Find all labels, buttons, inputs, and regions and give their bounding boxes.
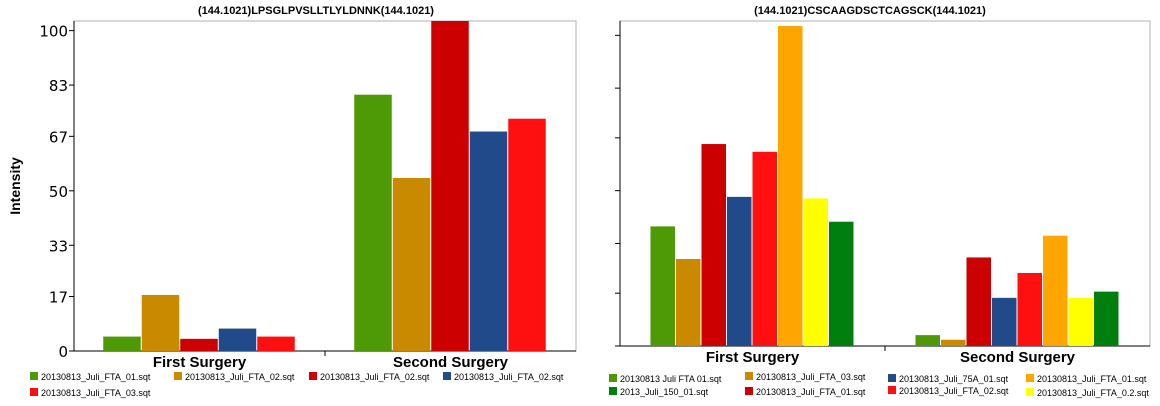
left-legend: 20130813_Juli_FTA_01.sqt 20130813_Juli_FT… [30,372,564,398]
right-bar-first-surgery-s7 [829,221,854,346]
right-category-label: Second Surgery [960,349,1076,366]
right-bar-first-surgery-s5 [778,26,803,346]
right-bar-first-surgery-s6 [803,198,828,346]
left-tick-label: 83 [49,77,68,95]
left-chart: (144.1021)LPSGLPVSLLTLYLDNNK(144.1021) I… [7,5,577,371]
left-legend-swatch [443,372,451,380]
left-legend-label: 20130813_Juli_FTA_02.sqt [454,372,564,382]
left-category-label: Second Surgery [393,354,509,371]
left-legend-label: 20130813_Juli_FTA_02.sqt [185,372,295,382]
right-bar-first-surgery-s3 [727,196,752,346]
right-legend-label: 2013_Juli_150_01.sqt [620,387,709,397]
right-legend-swatch [888,386,896,394]
left-chart-title: (144.1021)LPSGLPVSLLTLYLDNNK(144.1021) [198,5,434,17]
right-legend: 20130813 Juli FTA 01.sqt 20130813_Juli_FT… [609,372,1149,398]
right-legend-label: 20130813_Juli_FTA_03.sqt [756,372,866,382]
left-legend-swatch [30,372,38,380]
right-bar-first-surgery-s0 [650,226,675,346]
right-bar-first-surgery-s4 [752,151,777,346]
left-bar-second-surgery-s1 [392,177,431,351]
right-legend-label: 20130813_Juli_75A_01.sqt [899,374,1009,384]
left-tick-label: 100 [39,23,68,41]
left-bar-second-surgery-s0 [354,94,392,351]
right-legend-swatch [609,387,617,395]
left-bar-first-surgery-s4 [257,336,295,351]
left-legend-label: 20130813_Juli_FTA_02.sqt [320,372,430,382]
right-legend-swatch [609,374,617,382]
right-bar-first-surgery-s1 [676,259,701,346]
left-legend-swatch [309,372,317,380]
right-chart-title: (144.1021)CSCAAGDSCTCAGSCK(144.1021) [754,5,986,17]
right-bar-second-surgery-s2 [966,257,991,346]
left-legend-swatch [30,388,38,396]
left-legend-label: 20130813_Juli_FTA_01.sqt [41,372,151,382]
right-legend-label: 20130813_Juli_FTA_01.sqt [1037,374,1147,384]
right-bar-second-surgery-s6 [1068,297,1093,346]
left-bar-first-surgery-s3 [218,328,257,351]
right-legend-label: 20130813_Juli_FTA_02.sqt [899,386,1009,396]
right-bar-second-surgery-s3 [992,297,1017,346]
right-legend-label: 20130813 Juli FTA 01.sqt [620,374,722,384]
right-bar-second-surgery-s0 [915,335,940,346]
right-chart: (144.1021)CSCAAGDSCTCAGSCK(144.1021) Fir… [615,5,1151,366]
left-bar-first-surgery-s0 [103,336,141,351]
right-category-label: First Surgery [706,349,800,366]
left-tick-label: 17 [49,289,68,307]
left-category-label: First Surgery [153,354,247,371]
right-bar-second-surgery-s5 [1043,235,1068,346]
right-legend-swatch [745,387,753,395]
left-bar-second-surgery-s3 [469,131,508,351]
left-tick-label: 50 [49,183,68,201]
right-legend-swatch [888,374,896,382]
right-bar-second-surgery-s7 [1094,291,1119,346]
left-legend-swatch [174,372,182,380]
left-tick-label: 67 [49,128,68,146]
right-bar-second-surgery-s1 [941,339,966,346]
right-legend-swatch [745,372,753,380]
left-y-axis-label: Intensity [7,157,23,215]
left-bar-second-surgery-s2 [431,21,469,351]
left-bar-first-surgery-s2 [180,338,218,351]
right-legend-label: 20130813_Juli_FTA_01.sqt [756,387,866,397]
right-legend-swatch [1026,374,1034,382]
right-legend-swatch [1026,388,1034,396]
left-tick-label: 33 [49,237,68,255]
left-tick-label: 0 [58,343,68,361]
right-legend-label: 20130813_Juli_FTA_0.2.sqt [1037,388,1149,398]
left-legend-label: 20130813_Juli_FTA_03.sqt [41,388,151,398]
right-bar-first-surgery-s2 [701,144,726,346]
left-bar-first-surgery-s1 [141,294,180,351]
right-bar-second-surgery-s4 [1017,272,1042,346]
left-bar-second-surgery-s4 [508,118,546,351]
